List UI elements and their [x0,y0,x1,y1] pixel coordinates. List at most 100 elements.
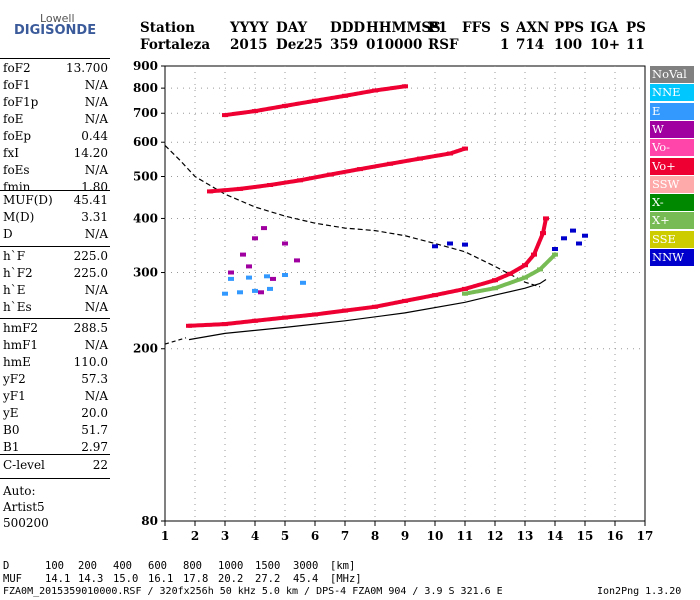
trace-point [342,93,348,98]
y-tick-label: 200 [133,342,158,356]
trace-point [282,241,288,246]
trace-point [522,275,528,280]
trace-point [462,286,468,291]
logo-digisonde-text: DIGISONDE [14,23,97,38]
y-tick-label: 800 [133,81,158,95]
separator-3 [0,318,110,319]
trace-point [267,183,273,187]
param-yf1: yF1 N/A [3,389,108,406]
param-value: 45.41 [73,193,108,207]
header-label-axn: AXN [516,20,550,36]
header-label-hhmmss: HHMMSS [366,20,441,36]
trace-point [372,304,378,309]
footer-muf-value: 17.8 [183,573,209,585]
trace-point [402,298,408,303]
param-yf2: yF2 57.3 [3,372,108,389]
trace-point [342,308,348,313]
x-tick-label: 4 [251,529,259,543]
param-name: h`F [3,249,26,263]
legend-item-nne: NNE [650,84,694,102]
param-value: 3.31 [81,210,108,224]
trace-point [462,146,468,151]
trace-point [447,151,453,156]
footer-file-line: FZA0M_2015359010000.RSF / 320fx256h 50 k… [3,586,503,597]
y-tick-label: 80 [141,514,158,528]
legend-item-x-: X+ [650,212,694,230]
param-c-level: C-level 22 [3,458,108,475]
param-fof1: foF1 N/A [3,78,108,95]
trace-point [432,244,438,249]
param-value: N/A [84,283,108,297]
trace-point [240,252,246,257]
footer-d-value: 400 [113,560,132,572]
trace-point [531,252,537,257]
param-value: 225.0 [73,266,108,280]
trace-point [186,323,192,328]
trace-point [561,236,567,241]
trace-point [357,167,363,172]
trace-point [543,216,549,221]
footer-muf-value: 15.0 [113,573,139,585]
param-name: foF2 [3,61,31,75]
auto-version: 500200 [3,516,49,530]
param-h-f2: h`F2 225.0 [3,266,108,283]
legend-item-ssw: SSW [650,175,694,193]
trace-point [282,273,288,277]
param-name: MUF(D) [3,193,53,207]
trace-point [582,233,588,238]
param-value: 2.97 [81,440,108,454]
trace-point [492,286,498,291]
param-foes: foEs N/A [3,163,108,180]
legend-item-x-: X- [650,194,694,212]
trace-point [327,172,333,177]
footer-d-unit: [km] [330,560,356,572]
lower-reference-curve [164,337,187,345]
trace-point [570,228,576,233]
trace-point [492,278,498,283]
header-label-station: Station [140,20,195,36]
param-value: 22 [92,458,108,472]
y-tick-label: 300 [133,266,158,280]
trace-point [246,264,252,269]
header-value-yyyy: 2015 [230,37,268,53]
trace-point [312,98,318,103]
param-name: foF1p [3,95,39,109]
trace-point [300,280,306,285]
legend-item-w: W [650,120,694,138]
header-value-day: Dez25 [276,37,323,53]
footer-d-value: 3000 [293,560,319,572]
muf-curve [164,144,541,288]
param-name: h`E [3,283,26,297]
param-value: N/A [84,112,108,126]
x-tick-label: 14 [547,529,564,543]
trace-point [552,252,558,257]
param-value: N/A [84,300,108,314]
param-value: 14.20 [73,146,108,160]
trace-point [507,271,513,276]
param-value: N/A [84,78,108,92]
header-label-ps: PS [626,20,646,36]
param-foep: foEp 0.44 [3,129,108,146]
separator-4 [0,454,110,455]
param-value: 57.3 [81,372,108,386]
x-tick-label: 12 [487,529,504,543]
param-name: hmF1 [3,338,39,352]
param-value: N/A [84,163,108,177]
trace-point [228,276,234,281]
trace-point [402,84,408,89]
trace-point [252,236,258,241]
profile-curve [188,279,547,341]
x-tick-label: 8 [371,529,379,543]
trace-point [222,113,228,118]
header-label-yyyy: YYYY [230,20,269,36]
header-label-ddd: DDD [330,20,366,36]
trace-point [228,270,234,275]
param-name: yE [3,406,19,420]
trace-point [252,288,258,293]
header-label-p1: P1 [428,20,448,36]
param-hmf2: hmF2 288.5 [3,321,108,338]
param-value: N/A [84,389,108,403]
header-value-hhmmss: 010000 [366,37,423,53]
header-label-iga: IGA [590,20,619,36]
